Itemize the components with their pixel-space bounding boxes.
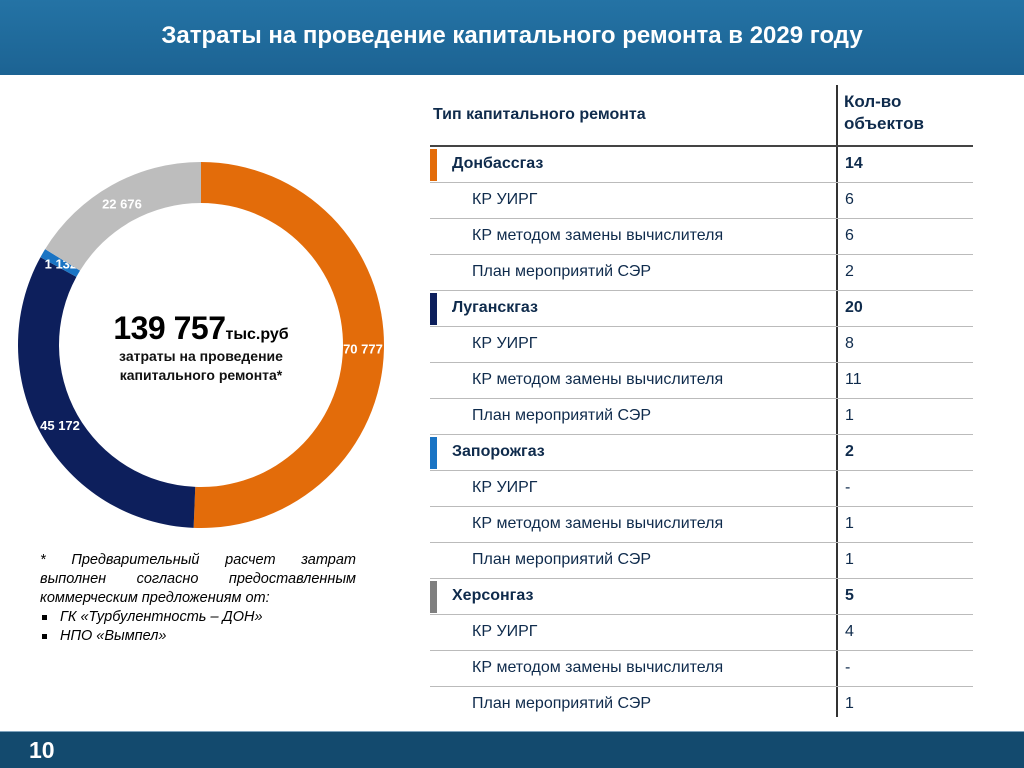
group-color-marker xyxy=(430,581,437,613)
total-caption-1: затраты на проведение xyxy=(119,348,283,364)
table-row: План мероприятий СЭР 1 xyxy=(430,399,973,435)
slice-data-label: 45 172 xyxy=(40,418,80,433)
table-row: КР УИРГ - xyxy=(430,471,973,507)
table-header: Тип капитального ремонта Кол-во объектов xyxy=(430,85,973,147)
donut-slice xyxy=(45,162,201,271)
table-row: КР методом замены вычислителя 11 xyxy=(430,363,973,399)
total-value: 139 757 xyxy=(113,310,226,346)
row-label: КР УИРГ xyxy=(472,335,538,352)
table-row: КР методом замены вычислителя 6 xyxy=(430,219,973,255)
row-value: 1 xyxy=(845,515,854,532)
row-value: 6 xyxy=(845,227,854,244)
row-label: План мероприятий СЭР xyxy=(472,695,652,712)
row-label: Запорожгаз xyxy=(452,443,545,460)
row-value: 2 xyxy=(845,263,854,280)
row-label: КР УИРГ xyxy=(472,191,538,208)
footer-bar: 10 xyxy=(0,731,1024,768)
table-row: КР УИРГ 8 xyxy=(430,327,973,363)
footnote-list: ГК «Турбулентность – ДОН» НПО «Вымпел» xyxy=(40,608,356,646)
repair-table: Тип капитального ремонта Кол-во объектов… xyxy=(430,85,973,722)
table-row: КР УИРГ 6 xyxy=(430,183,973,219)
total-unit: тыс.руб xyxy=(225,326,289,343)
row-value: 1 xyxy=(845,407,854,424)
footnote: * Предварительный расчет затрат выполнен… xyxy=(40,551,356,646)
slice-data-label: 70 777 xyxy=(343,341,383,356)
row-value: 6 xyxy=(845,191,854,208)
row-label: КР методом замены вычислителя xyxy=(472,515,724,532)
row-value: 8 xyxy=(845,335,854,352)
row-label: КР методом замены вычислителя xyxy=(472,227,724,244)
row-value: 5 xyxy=(845,587,854,604)
table-group-row: Запорожгаз 2 xyxy=(430,435,973,471)
header-count-line2: объектов xyxy=(844,114,924,133)
page-title: Затраты на проведение капитального ремон… xyxy=(161,22,863,49)
footnote-item: НПО «Вымпел» xyxy=(40,627,356,646)
group-color-marker xyxy=(430,293,437,325)
table-row: КР методом замены вычислителя 1 xyxy=(430,507,973,543)
slice-data-label: 22 676 xyxy=(102,197,142,212)
row-value: 4 xyxy=(845,623,854,640)
page-number: 10 xyxy=(29,737,55,763)
table-body: Донбассгаз 14 КР УИРГ 6 КР методом замены вы… xyxy=(430,147,973,722)
row-value: - xyxy=(845,479,851,496)
row-label: План мероприятий СЭР xyxy=(472,407,652,424)
footnote-text: * Предварительный расчет затрат выполнен… xyxy=(40,552,356,606)
row-value: 1 xyxy=(845,695,854,712)
row-label: КР УИРГ xyxy=(472,479,538,496)
row-value: 11 xyxy=(845,371,862,388)
total-caption-2: капитального ремонта* xyxy=(119,367,283,383)
row-value: - xyxy=(845,659,851,676)
row-label: КР методом замены вычислителя xyxy=(472,659,724,676)
table-row: КР УИРГ 4 xyxy=(430,615,973,651)
row-label: Луганскгаз xyxy=(452,299,538,316)
row-label: План мероприятий СЭР xyxy=(472,263,652,280)
row-label: КР методом замены вычислителя xyxy=(472,371,724,388)
table-row: План мероприятий СЭР 1 xyxy=(430,687,973,722)
header-count: Кол-во объектов xyxy=(844,91,924,135)
column-divider xyxy=(836,85,838,717)
title-bar: Затраты на проведение капитального ремон… xyxy=(0,0,1024,75)
row-label: КР УИРГ xyxy=(472,623,538,640)
group-color-marker xyxy=(430,149,437,181)
table-row: План мероприятий СЭР 2 xyxy=(430,255,973,291)
footnote-item: ГК «Турбулентность – ДОН» xyxy=(40,608,356,627)
donut-slice xyxy=(18,257,196,528)
header-count-line1: Кол-во xyxy=(844,92,902,111)
group-color-marker xyxy=(430,437,437,469)
row-value: 2 xyxy=(845,443,854,460)
row-label: Донбассгаз xyxy=(452,155,544,172)
chart-center-total: 139 757тыс.руб затраты на проведение кап… xyxy=(71,310,331,385)
donut-slice xyxy=(193,162,385,528)
row-value: 20 xyxy=(845,299,863,316)
table-group-row: Донбассгаз 14 xyxy=(430,147,973,183)
table-row: КР методом замены вычислителя - xyxy=(430,651,973,687)
table-group-row: Луганскгаз 20 xyxy=(430,291,973,327)
header-type: Тип капитального ремонта xyxy=(433,106,646,123)
row-label: Херсонгаз xyxy=(452,587,534,604)
row-label: План мероприятий СЭР xyxy=(472,551,652,568)
table-group-row: Херсонгаз 5 xyxy=(430,579,973,615)
row-value: 1 xyxy=(845,551,854,568)
table-row: План мероприятий СЭР 1 xyxy=(430,543,973,579)
row-value: 14 xyxy=(845,155,863,172)
donut-slice xyxy=(40,249,81,277)
